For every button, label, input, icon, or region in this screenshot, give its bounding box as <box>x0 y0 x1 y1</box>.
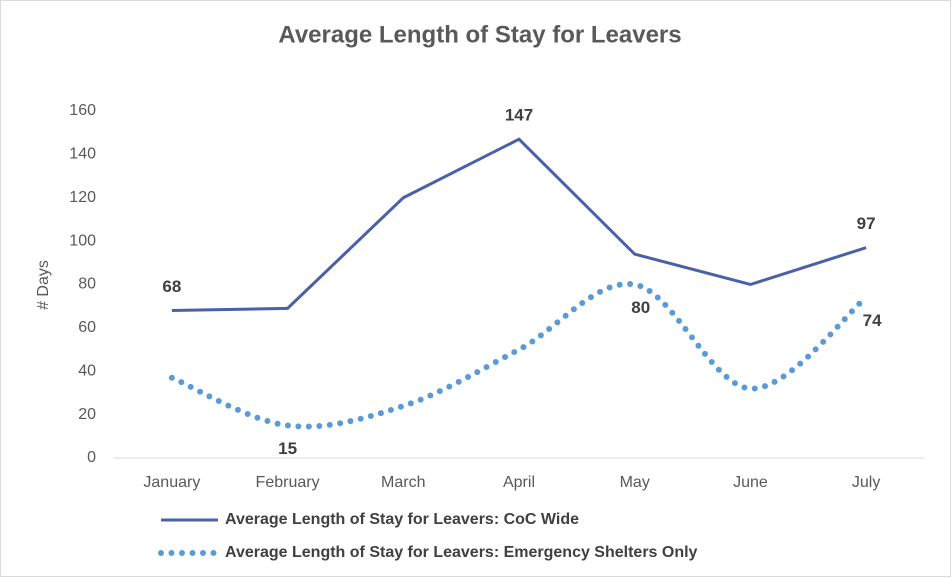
y-tick-label: 120 <box>69 189 96 206</box>
x-tick-label: February <box>256 474 320 491</box>
y-axis-label: # Days <box>35 260 52 310</box>
x-tick-label: April <box>503 474 535 491</box>
series-line <box>168 280 870 430</box>
x-tick-label: June <box>733 474 768 491</box>
y-tick-label: 160 <box>69 102 96 119</box>
data-label: 68 <box>162 277 181 296</box>
data-label: 97 <box>857 214 876 233</box>
x-tick-label: January <box>143 474 200 491</box>
series-line <box>171 137 867 313</box>
x-tick-label: March <box>381 474 425 491</box>
legend-label: Average Length of Stay for Leavers: CoC … <box>225 511 579 528</box>
y-tick-label: 20 <box>78 406 96 423</box>
chart-title: Average Length of Stay for Leavers <box>278 21 681 48</box>
x-tick-label: May <box>620 474 650 491</box>
y-tick-label: 140 <box>69 146 96 163</box>
y-tick-label: 100 <box>69 232 96 249</box>
data-label: 147 <box>505 106 533 125</box>
y-tick-label: 0 <box>87 449 96 466</box>
y-tick-label: 80 <box>78 276 96 293</box>
data-label: 15 <box>278 439 297 458</box>
x-tick-label: July <box>852 474 880 491</box>
y-tick-label: 40 <box>78 362 96 379</box>
legend-label: Average Length of Stay for Leavers: Emer… <box>225 544 698 561</box>
data-label: 74 <box>863 311 882 330</box>
data-label: 80 <box>631 298 650 317</box>
y-tick-label: 60 <box>78 319 96 336</box>
